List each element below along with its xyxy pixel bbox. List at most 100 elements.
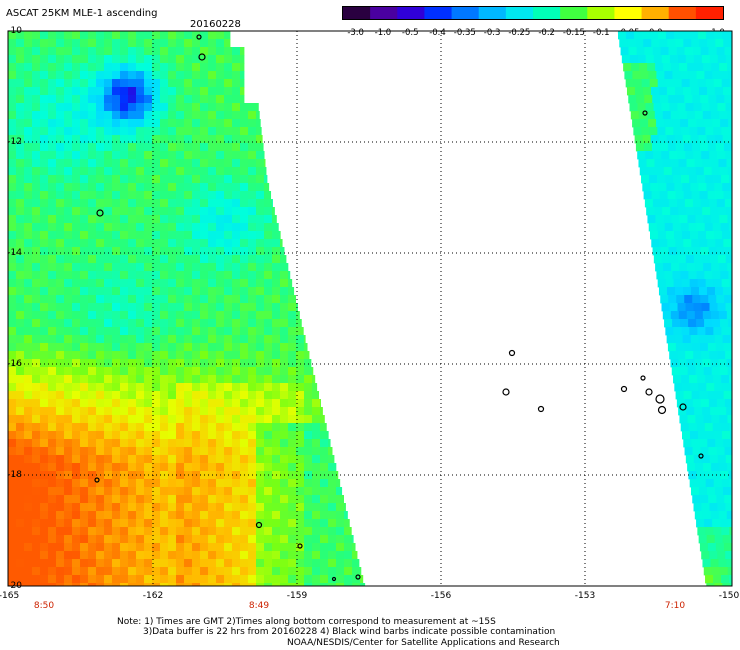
swath-cell <box>64 519 73 528</box>
swath-cell <box>96 87 105 96</box>
swath-cell <box>8 159 17 168</box>
swath-cell <box>248 439 257 448</box>
swath-cell <box>642 183 651 192</box>
swath-cell <box>144 215 153 224</box>
swath-cell <box>683 191 692 200</box>
swath-cell <box>256 495 265 504</box>
swath-cell <box>168 271 177 280</box>
swath-cell <box>112 343 121 352</box>
swath-cell <box>296 439 305 448</box>
swath-cell <box>176 167 185 176</box>
swath-cell <box>16 167 25 176</box>
swath-cell <box>112 335 121 344</box>
swath-cell <box>40 327 49 336</box>
swath-cell <box>320 487 329 496</box>
swath-cell <box>168 463 177 472</box>
swath-cell <box>224 247 233 256</box>
swath-cell <box>72 223 81 232</box>
swath-cell <box>112 95 121 104</box>
swath-cell <box>688 423 698 432</box>
swath-cell <box>272 551 281 560</box>
swath-cell <box>248 263 257 272</box>
swath-cell <box>216 279 225 288</box>
swath-cell <box>676 95 685 104</box>
swath-cell <box>216 159 225 168</box>
swath-cell <box>674 287 684 296</box>
swath-cell <box>136 351 145 360</box>
swath-cell <box>312 407 321 416</box>
swath-cell <box>184 463 193 472</box>
swath-cell <box>96 223 105 232</box>
swath-cell <box>8 431 17 440</box>
swath-cell <box>96 159 105 168</box>
swath-cell <box>120 71 129 80</box>
swath-cell <box>232 319 241 328</box>
swath-cell <box>128 263 137 272</box>
swath-cell <box>8 143 17 152</box>
swath-cell <box>312 439 321 448</box>
swath-cell <box>232 359 241 368</box>
colorbar-segment <box>451 7 480 19</box>
swath-cell <box>16 559 25 568</box>
swath-cell <box>296 479 305 488</box>
swath-cell <box>716 199 726 208</box>
swath-cell <box>208 191 217 200</box>
swath-cell <box>360 575 364 584</box>
swath-cell <box>96 407 105 416</box>
swath-cell <box>192 455 201 464</box>
swath-cell <box>216 503 225 512</box>
swath-cell <box>72 263 81 272</box>
swath-cell <box>8 463 17 472</box>
swath-cell <box>112 127 121 136</box>
swath-cell <box>64 239 73 248</box>
swath-cell <box>56 87 65 96</box>
swath-cell <box>112 487 121 496</box>
swath-cell <box>24 159 33 168</box>
swath-cell <box>272 479 281 488</box>
swath-cell <box>144 551 153 560</box>
swath-cell <box>722 287 732 296</box>
swath-cell <box>96 423 105 432</box>
swath-cell <box>296 319 302 328</box>
swath-cell <box>112 295 121 304</box>
swath-cell <box>8 327 17 336</box>
swath-cell <box>64 167 73 176</box>
swath-cell <box>691 343 701 352</box>
swath-cell <box>104 175 113 184</box>
swath-cell <box>192 63 201 72</box>
swath-cell <box>80 543 89 552</box>
swath-cell <box>120 143 129 152</box>
swath-cell <box>280 519 289 528</box>
swath-cell <box>336 511 345 520</box>
swath-cell <box>706 487 716 496</box>
swath-cell <box>32 431 41 440</box>
swath-cell <box>208 295 217 304</box>
swath-cell <box>360 583 366 587</box>
swath-cell <box>176 63 185 72</box>
swath-cell <box>96 47 105 56</box>
swath-cell <box>655 215 664 224</box>
swath-cell <box>698 231 707 240</box>
swath-cell <box>160 343 169 352</box>
swath-cell <box>714 87 724 96</box>
swath-cell <box>168 143 177 152</box>
swath-cell <box>24 247 33 256</box>
swath-cell <box>726 311 733 320</box>
swath-cell <box>264 287 273 296</box>
swath-cell <box>120 63 129 72</box>
swath-cell <box>232 199 241 208</box>
swath-cell <box>702 559 711 568</box>
swath-cell <box>176 239 185 248</box>
swath-cell <box>56 383 65 392</box>
swath-cell <box>88 87 97 96</box>
swath-cell <box>64 375 73 384</box>
swath-cell <box>8 415 17 424</box>
swath-cell <box>72 207 81 216</box>
swath-cell <box>192 311 201 320</box>
swath-cell <box>320 583 329 587</box>
swath-cell <box>248 343 257 352</box>
swath-cell <box>208 231 217 240</box>
swath-cell <box>48 439 57 448</box>
swath-cell <box>618 31 627 40</box>
swath-cell <box>56 503 65 512</box>
